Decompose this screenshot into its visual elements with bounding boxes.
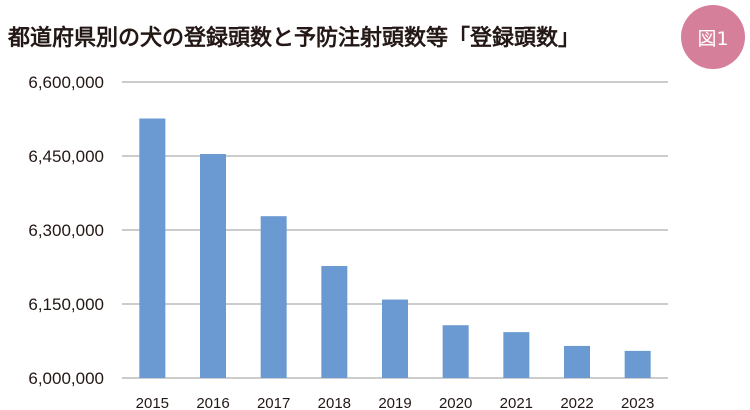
y-axis-ticks: 6,000,000 6,150,000 6,300,000 6,450,000 6,60…: [28, 73, 104, 388]
x-tick-label: 2021: [500, 395, 533, 410]
bar-2020: [442, 325, 469, 378]
x-axis-ticks: 2015 2016 2017 2018 2019 2020 2021 2022 2023: [136, 395, 655, 410]
chart-title: 都道府県別の犬の登録頭数と予防注射頭数等「登録頭数」: [8, 26, 581, 51]
x-tick-label: 2022: [560, 395, 593, 410]
x-tick-label: 2020: [439, 395, 472, 410]
x-tick-label: 2017: [257, 395, 290, 410]
x-tick-label: 2015: [136, 395, 169, 410]
y-tick-label: 6,450,000: [28, 147, 104, 166]
bar-2016: [200, 154, 226, 378]
bars: [139, 118, 651, 379]
bar-2017: [260, 216, 287, 378]
bar-2015: [139, 118, 166, 379]
bar-2023: [624, 350, 651, 378]
y-tick-label: 6,150,000: [28, 295, 104, 314]
y-tick-label: 6,300,000: [28, 221, 104, 240]
bar-2022: [564, 345, 590, 378]
figure-badge: 図1: [681, 5, 745, 69]
x-tick-label: 2023: [621, 395, 654, 410]
y-tick-label: 6,600,000: [28, 73, 104, 92]
bar-2019: [382, 299, 408, 378]
bar-2021: [503, 332, 530, 378]
y-tick-label: 6,000,000: [28, 369, 104, 388]
x-tick-label: 2016: [196, 395, 229, 410]
x-tick-label: 2019: [378, 395, 411, 410]
bar-2018: [321, 266, 348, 378]
x-tick-label: 2018: [318, 395, 351, 410]
